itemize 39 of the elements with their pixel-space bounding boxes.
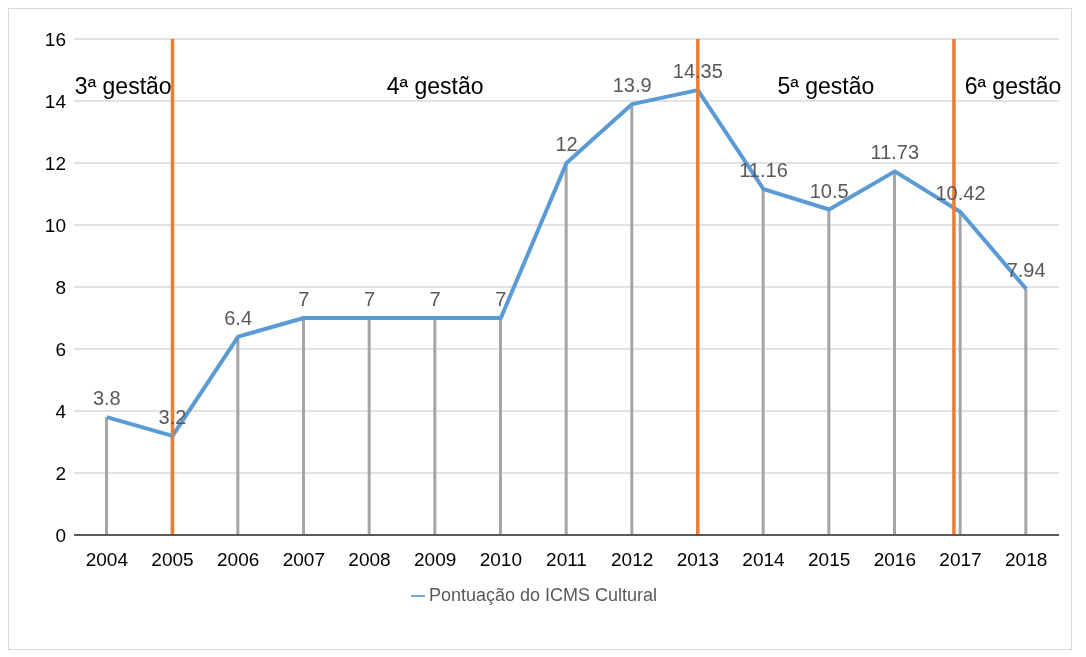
x-tick-label: 2018 [1005,549,1048,571]
data-label: 12 [555,133,578,155]
x-tick-label: 2008 [348,549,391,571]
x-tick-label: 2009 [414,549,457,571]
annotation: 3ª gestão [74,73,172,100]
y-tick-label: 10 [44,214,66,236]
data-label: 13.9 [612,74,652,97]
data-label: 6.4 [224,306,253,329]
y-tick-label: 12 [44,152,66,174]
y-tick-label: 0 [55,524,66,546]
x-tick-label: 2012 [611,549,654,571]
data-label: 7 [495,288,507,310]
x-tick-label: 2005 [151,549,194,571]
data-label: 3.8 [92,387,121,410]
y-tick-label: 8 [55,276,66,298]
x-tick-label: 2015 [808,549,851,571]
annotation: 5ª gestão [777,73,875,100]
x-tick-label: 2017 [939,549,982,571]
y-tick-label: 4 [55,400,67,422]
x-tick-label: 2011 [546,549,587,571]
annotation: 6ª gestão [964,73,1062,100]
x-tick-label: 2014 [742,549,786,571]
legend-label: Pontuação do ICMS Cultural [428,585,658,605]
y-tick-label: 2 [55,462,66,484]
y-tick-label: 16 [44,28,66,50]
x-tick-label: 2004 [85,549,129,571]
data-label: 7 [429,288,441,310]
data-label: 11.73 [870,141,920,164]
data-label: 7 [363,288,376,310]
x-tick-label: 2006 [217,549,260,571]
x-tick-label: 2016 [873,549,916,571]
y-tick-label: 6 [55,338,66,360]
x-tick-label: 2010 [479,549,522,571]
y-tick-label: 14 [44,90,67,112]
x-tick-label: 2013 [676,549,719,571]
annotation: 4ª gestão [386,73,484,100]
x-tick-label: 2007 [282,549,325,571]
data-label: 7 [298,288,310,310]
data-label: 10.5 [809,179,849,202]
